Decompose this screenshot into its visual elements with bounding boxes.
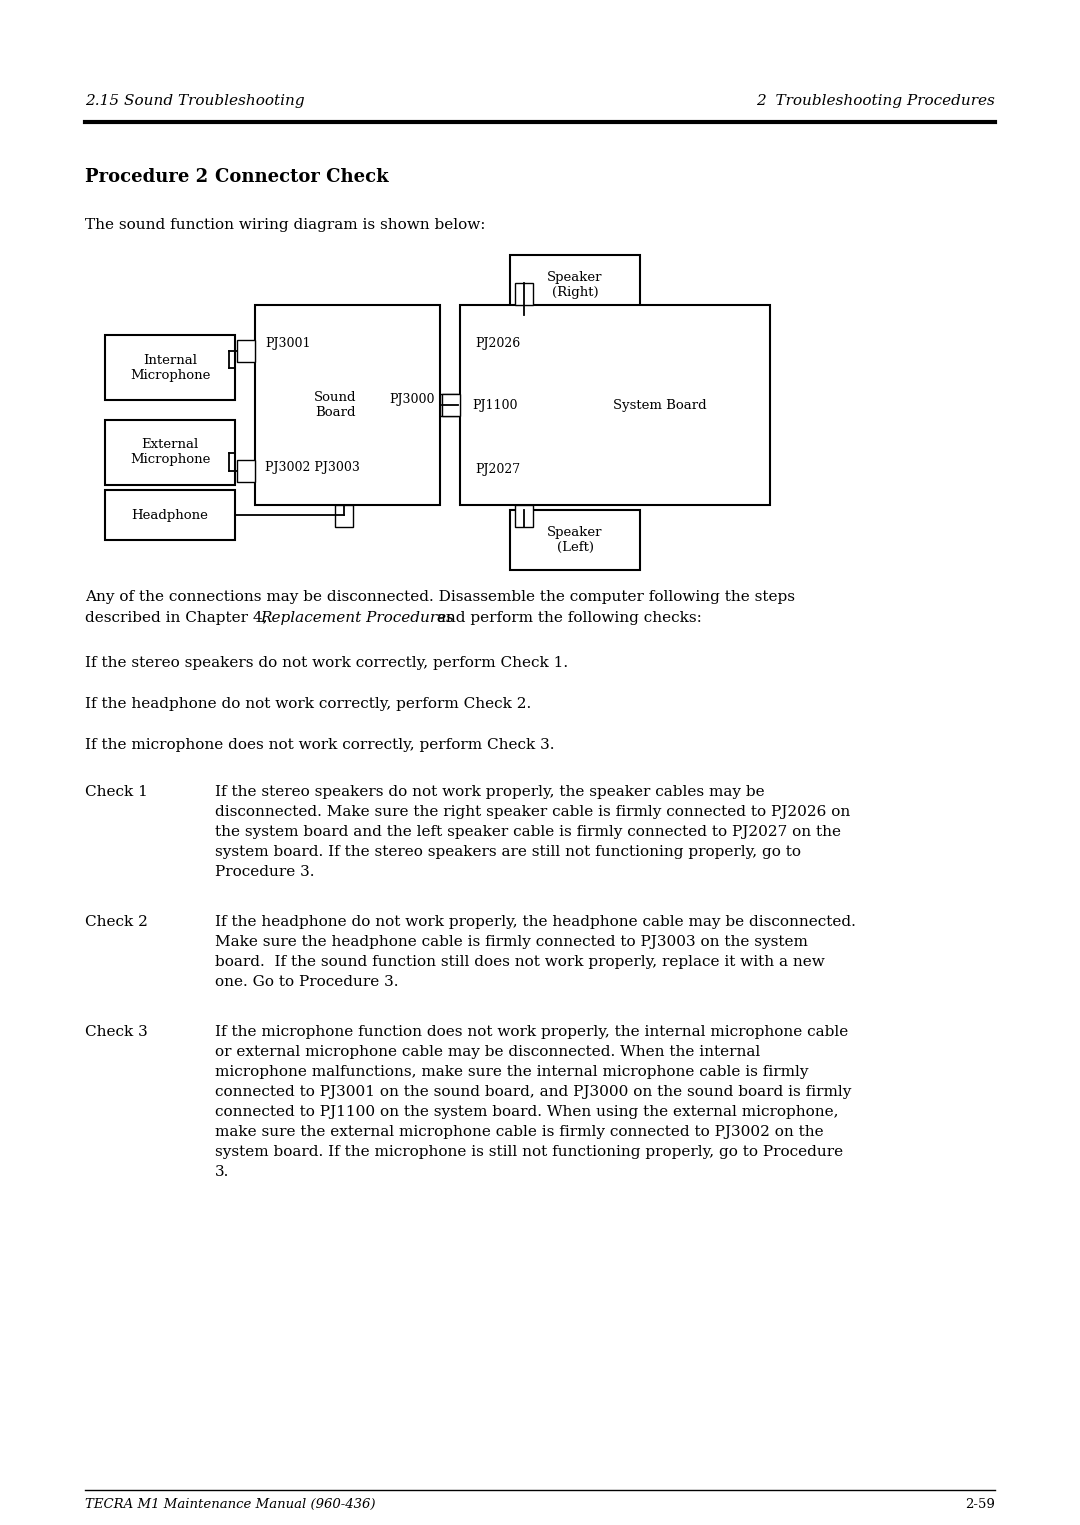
Text: TECRA M1 Maintenance Manual (960-436): TECRA M1 Maintenance Manual (960-436) [85,1498,376,1511]
Text: system board. If the microphone is still not functioning properly, go to Procedu: system board. If the microphone is still… [215,1145,843,1159]
Bar [105,336,235,400]
Text: If the microphone function does not work properly, the internal microphone cable: If the microphone function does not work… [215,1025,848,1039]
Text: If the headphone do not work properly, the headphone cable may be disconnected.: If the headphone do not work properly, t… [215,915,855,929]
Text: system board. If the stereo speakers are still not functioning properly, go to: system board. If the stereo speakers are… [215,845,801,859]
Bar [105,419,235,485]
Text: 2  Troubleshooting Procedures: 2 Troubleshooting Procedures [756,95,995,108]
Text: Speaker
(Left): Speaker (Left) [548,526,603,554]
Text: System Board: System Board [613,398,706,412]
Text: microphone malfunctions, make sure the internal microphone cable is firmly: microphone malfunctions, make sure the i… [215,1064,809,1080]
Text: or external microphone cable may be disconnected. When the internal: or external microphone cable may be disc… [215,1045,760,1058]
Text: Speaker
(Right): Speaker (Right) [548,271,603,299]
Text: board.  If the sound function still does not work properly, replace it with a ne: board. If the sound function still does … [215,955,825,968]
Bar [510,255,640,316]
Text: described in Chapter 4,: described in Chapter 4, [85,612,272,625]
Bar [255,305,440,505]
Text: PJ2026: PJ2026 [475,337,521,349]
Text: Check 1: Check 1 [85,785,148,799]
Text: External
Microphone: External Microphone [130,439,211,467]
Text: one. Go to Procedure 3.: one. Go to Procedure 3. [215,974,399,990]
Text: PJ3001: PJ3001 [265,337,311,349]
Bar [515,284,534,305]
Text: If the stereo speakers do not work properly, the speaker cables may be: If the stereo speakers do not work prope… [215,785,765,799]
Text: connected to PJ1100 on the system board. When using the external microphone,: connected to PJ1100 on the system board.… [215,1106,838,1119]
Text: PJ1100: PJ1100 [472,398,517,412]
Bar [335,505,353,528]
Text: and perform the following checks:: and perform the following checks: [432,612,702,625]
Text: Sound
Board: Sound Board [314,390,356,419]
Text: Any of the connections may be disconnected. Disassemble the computer following t: Any of the connections may be disconnect… [85,590,795,604]
Text: Connector Check: Connector Check [215,168,389,186]
Bar [515,505,534,528]
Text: Procedure 2: Procedure 2 [85,168,208,186]
Bar [460,305,770,505]
Text: PJ3002 PJ3003: PJ3002 PJ3003 [265,461,360,473]
Text: Check 2: Check 2 [85,915,148,929]
Text: 2-59: 2-59 [966,1498,995,1511]
Text: Headphone: Headphone [132,508,208,522]
Bar [237,461,255,482]
Text: disconnected. Make sure the right speaker cable is firmly connected to PJ2026 on: disconnected. Make sure the right speake… [215,805,850,819]
Text: The sound function wiring diagram is shown below:: The sound function wiring diagram is sho… [85,218,486,232]
Text: Replacement Procedures: Replacement Procedures [260,612,454,625]
Text: 3.: 3. [215,1165,229,1179]
Text: If the stereo speakers do not work correctly, perform Check 1.: If the stereo speakers do not work corre… [85,656,568,669]
Text: make sure the external microphone cable is firmly connected to PJ3002 on the: make sure the external microphone cable … [215,1125,824,1139]
Text: PJ2027: PJ2027 [475,464,521,476]
Bar [442,393,460,416]
Text: 2.15 Sound Troubleshooting: 2.15 Sound Troubleshooting [85,95,305,108]
Bar [237,340,255,361]
Bar [440,393,458,416]
Text: Make sure the headphone cable is firmly connected to PJ3003 on the system: Make sure the headphone cable is firmly … [215,935,808,949]
Text: Procedure 3.: Procedure 3. [215,865,314,878]
Text: PJ3000: PJ3000 [390,393,435,407]
Text: Check 3: Check 3 [85,1025,148,1039]
Text: the system board and the left speaker cable is firmly connected to PJ2027 on the: the system board and the left speaker ca… [215,825,841,839]
Text: Internal
Microphone: Internal Microphone [130,354,211,381]
Text: If the headphone do not work correctly, perform Check 2.: If the headphone do not work correctly, … [85,697,531,711]
Bar [510,509,640,570]
Bar [105,490,235,540]
Text: connected to PJ3001 on the sound board, and PJ3000 on the sound board is firmly: connected to PJ3001 on the sound board, … [215,1084,851,1100]
Text: If the microphone does not work correctly, perform Check 3.: If the microphone does not work correctl… [85,738,554,752]
